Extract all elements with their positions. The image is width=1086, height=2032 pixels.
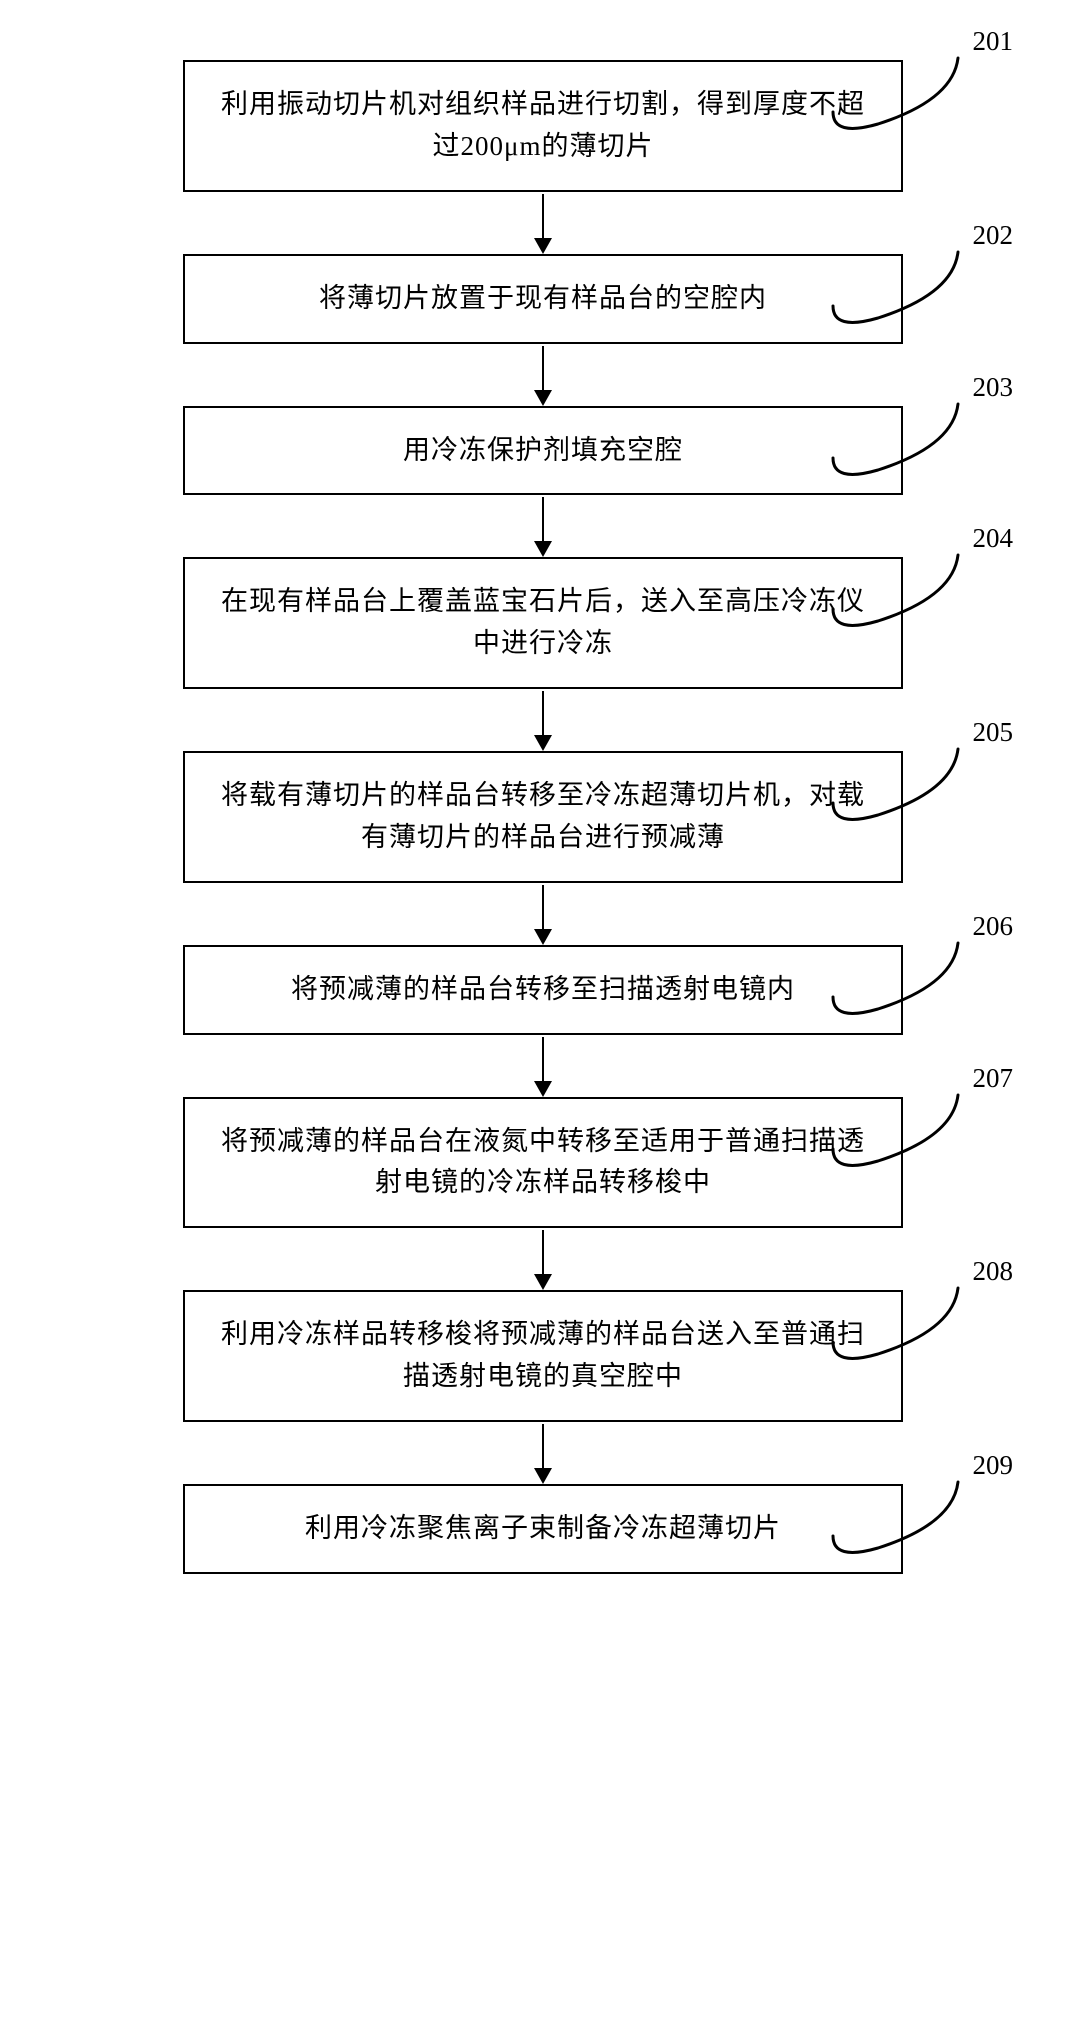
step-label-204: 204 [973, 523, 1014, 554]
flowchart-container: 利用振动切片机对组织样品进行切割，得到厚度不超过200μm的薄切片 201 将薄切… [43, 60, 1043, 1574]
step-box-206: 将预减薄的样品台转移至扫描透射电镜内 [183, 945, 903, 1035]
step-box-209: 利用冷冻聚焦离子束制备冷冻超薄切片 [183, 1484, 903, 1574]
step-wrapper: 将载有薄切片的样品台转移至冷冻超薄切片机，对载有薄切片的样品台进行预减薄 205 [43, 751, 1043, 883]
step-label-205: 205 [973, 717, 1014, 748]
arrow-down [542, 1037, 545, 1095]
arrow-down [542, 194, 545, 252]
arrow-down [542, 1230, 545, 1288]
step-label-203: 203 [973, 372, 1014, 403]
step-wrapper: 用冷冻保护剂填充空腔 203 [43, 406, 1043, 496]
step-wrapper: 利用冷冻样品转移梭将预减薄的样品台送入至普通扫描透射电镜的真空腔中 208 [43, 1290, 1043, 1422]
step-wrapper: 将预减薄的样品台在液氮中转移至适用于普通扫描透射电镜的冷冻样品转移梭中 207 [43, 1097, 1043, 1229]
step-wrapper: 在现有样品台上覆盖蓝宝石片后，送入至高压冷冻仪中进行冷冻 204 [43, 557, 1043, 689]
arrow-down [542, 691, 545, 749]
step-label-209: 209 [973, 1450, 1014, 1481]
step-box-203: 用冷冻保护剂填充空腔 [183, 406, 903, 496]
arrow-down [542, 1424, 545, 1482]
step-box-208: 利用冷冻样品转移梭将预减薄的样品台送入至普通扫描透射电镜的真空腔中 [183, 1290, 903, 1422]
arrow-down [542, 885, 545, 943]
step-box-201: 利用振动切片机对组织样品进行切割，得到厚度不超过200μm的薄切片 [183, 60, 903, 192]
step-box-205: 将载有薄切片的样品台转移至冷冻超薄切片机，对载有薄切片的样品台进行预减薄 [183, 751, 903, 883]
step-label-202: 202 [973, 220, 1014, 251]
step-box-204: 在现有样品台上覆盖蓝宝石片后，送入至高压冷冻仪中进行冷冻 [183, 557, 903, 689]
step-box-207: 将预减薄的样品台在液氮中转移至适用于普通扫描透射电镜的冷冻样品转移梭中 [183, 1097, 903, 1229]
step-wrapper: 将薄切片放置于现有样品台的空腔内 202 [43, 254, 1043, 344]
step-wrapper: 将预减薄的样品台转移至扫描透射电镜内 206 [43, 945, 1043, 1035]
step-wrapper: 利用冷冻聚焦离子束制备冷冻超薄切片 209 [43, 1484, 1043, 1574]
arrow-down [542, 346, 545, 404]
step-label-208: 208 [973, 1256, 1014, 1287]
step-label-201: 201 [973, 26, 1014, 57]
step-label-207: 207 [973, 1063, 1014, 1094]
step-label-206: 206 [973, 911, 1014, 942]
arrow-down [542, 497, 545, 555]
step-box-202: 将薄切片放置于现有样品台的空腔内 [183, 254, 903, 344]
step-wrapper: 利用振动切片机对组织样品进行切割，得到厚度不超过200μm的薄切片 201 [43, 60, 1043, 192]
